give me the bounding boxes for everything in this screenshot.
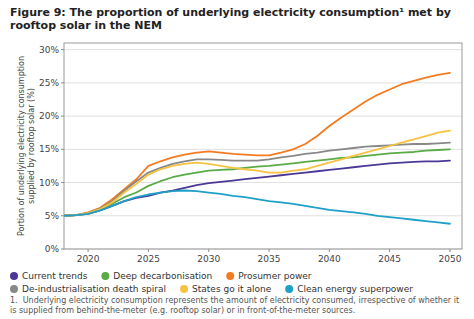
legend-label: Clean energy superpower [297,284,413,294]
y-tick-label: 0% [45,244,60,254]
x-tick-label: 2020 [77,254,100,264]
footnote: 1. Underlying electricity consumption re… [10,296,459,315]
chart: Figure 9: The proportion of underlying e… [0,0,474,319]
y-tick-label: 25% [39,78,59,88]
x-tick-label: 2040 [318,254,341,264]
x-tick-label: 2035 [258,254,281,264]
title: Figure 9: The proportion of underlying e… [10,6,451,32]
legend-label: Current trends [22,271,88,281]
legend-label: Prosumer power [238,271,312,281]
grid-line [64,149,462,150]
y-axis-label: Portion of underlying electricity consum… [17,56,36,236]
legend-swatch [101,272,109,280]
plot-frame [64,43,462,249]
x-tick-label: 2030 [197,254,220,264]
legend-label: Deep decarbonisation [113,271,212,281]
series-line [64,73,450,216]
legend-label: States go it alone [192,284,272,294]
series-lines [64,73,450,224]
grid-line [64,215,462,216]
y-tick-label: 5% [45,211,60,221]
series-line [64,149,450,215]
legend-swatch [285,285,293,293]
x-tick-label: 2045 [378,254,401,264]
legend-swatch [180,285,188,293]
grid-line [64,116,462,117]
x-tick-label: 2025 [137,254,160,264]
y-tick-label: 30% [39,45,59,55]
legend-swatch [10,285,18,293]
x-tick-label: 2050 [438,254,461,264]
y-tick-label: 15% [39,144,59,154]
legend-swatch [10,272,18,280]
axes: 0% 5% 10% 15% 20% 25% 30% 2020 2025 2030 2035 2040 2… [39,43,462,264]
series-line [64,161,450,216]
series-line [64,143,450,216]
legend: Current trends Deep decarbonisation Prosum… [10,271,413,294]
y-tick-label: 10% [39,178,59,188]
grid-line [64,49,462,50]
y-tick-label: 20% [39,111,59,121]
legend-label: De-industrialisation death spiral [22,284,166,294]
legend-swatch [226,272,234,280]
grid-line [64,182,462,183]
series-line [64,191,450,224]
